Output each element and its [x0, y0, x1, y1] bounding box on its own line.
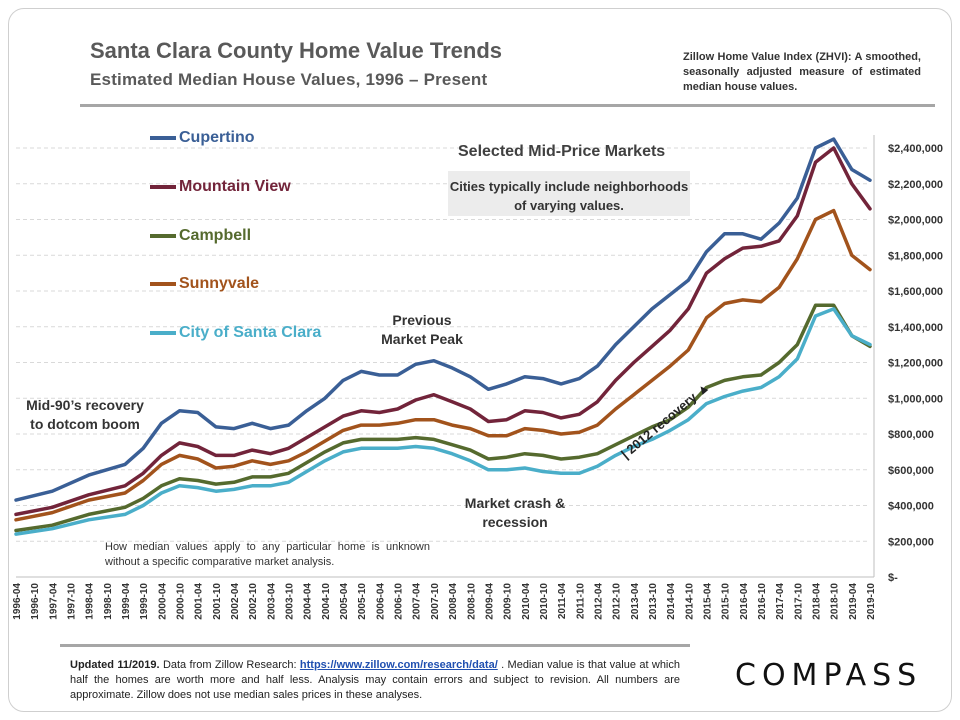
x-tick-label: 2010-10 [539, 583, 550, 620]
legend-item-mountain-view: Mountain View [150, 178, 291, 196]
x-tick-label: 2017-04 [775, 583, 786, 620]
x-tick-label: 2003-10 [285, 583, 296, 620]
series-line-cupertino [14, 137, 872, 502]
x-tick-label: 2004-04 [303, 583, 314, 620]
x-tick-label: 2001-10 [212, 583, 223, 620]
x-tick-label: 2010-04 [521, 583, 532, 620]
y-tick-label: $1,800,000 [888, 250, 943, 262]
x-tick-label: 2016-10 [757, 583, 768, 620]
x-tick-label: 2019-04 [848, 583, 859, 620]
x-tick-label: 2007-04 [412, 583, 423, 620]
x-tick-label: 2011-10 [575, 583, 586, 620]
x-tick-label: 2002-04 [230, 583, 241, 620]
footer-divider [60, 644, 690, 647]
x-tick-label: 1997-04 [48, 583, 59, 620]
y-tick-label: $1,400,000 [888, 322, 943, 334]
zillow-research-link[interactable]: https://www.zillow.com/research/data/ [299, 659, 498, 671]
x-tick-label: 2018-04 [811, 583, 822, 620]
legend-label: Campbell [179, 227, 252, 244]
legend-label: Sunnyvale [179, 275, 260, 292]
mid-price-title: Selected Mid-Price Markets [458, 143, 666, 160]
series-line-mountain-view [14, 146, 872, 517]
x-tick-label: 2017-10 [793, 583, 804, 620]
series-line-city-of-santa-clara [14, 307, 872, 536]
x-tick-label: 2000-04 [157, 583, 168, 620]
x-tick-label: 2009-04 [484, 583, 495, 620]
x-tick-label: 1996-04 [12, 583, 23, 620]
footer-updated: Updated 11/2019. [70, 659, 160, 671]
x-tick-label: 2002-10 [248, 583, 259, 620]
legend-swatch [150, 331, 176, 335]
y-tick-label: $- [888, 572, 898, 584]
y-tick-label: $2,000,000 [888, 215, 943, 227]
x-tick-label: 2014-10 [684, 583, 695, 620]
annotation-previous-peak: Previous Market Peak [381, 312, 463, 347]
legend-swatch [150, 234, 176, 238]
x-tick-label: 2019-10 [866, 583, 877, 620]
y-tick-label: $1,200,000 [888, 358, 943, 370]
annotation-crash: Market crash & recession [464, 495, 566, 530]
x-tick-label: 1998-04 [85, 583, 96, 620]
x-tick-label: 1997-10 [67, 583, 78, 620]
x-tick-label: 2000-10 [176, 583, 187, 620]
x-tick-label: 2009-10 [503, 583, 514, 620]
x-tick-label: 1998-10 [103, 583, 114, 620]
x-tick-label: 2008-10 [466, 583, 477, 620]
x-tick-label: 2015-04 [702, 583, 713, 620]
x-tick-label: 2012-10 [612, 583, 623, 620]
x-tick-label: 2016-04 [739, 583, 750, 620]
x-tick-label: 2007-10 [430, 583, 441, 620]
x-tick-label: 2013-10 [648, 583, 659, 620]
footer-text-2: . Median value is that value at which ha… [70, 659, 680, 701]
y-tick-label: $1,600,000 [888, 286, 943, 298]
series-line-sunnyvale [14, 208, 872, 522]
x-tick-label: 2012-04 [593, 583, 604, 620]
zhvi-note: Zillow Home Value Index (ZHVI): A smooth… [683, 51, 921, 93]
x-tick-label: 2005-04 [339, 583, 350, 620]
x-tick-label: 2006-10 [394, 583, 405, 620]
title-divider [80, 104, 935, 107]
x-tick-label: 2013-04 [630, 583, 641, 620]
legend-swatch [150, 282, 176, 286]
x-tick-label: 2008-04 [448, 583, 459, 620]
chart-subtitle: Estimated Median House Values, 1996 – Pr… [90, 70, 488, 89]
x-tick-label: 2004-10 [321, 583, 332, 620]
cities-note: Cities typically include neighborhoods o… [448, 171, 690, 216]
y-tick-label: $2,400,000 [888, 143, 943, 155]
footer-text-1: Data from Zillow Research: [159, 659, 300, 671]
y-tick-label: $600,000 [888, 465, 934, 477]
legend-label: City of Santa Clara [179, 324, 322, 341]
legend-item-cupertino: Cupertino [150, 129, 255, 147]
y-tick-label: $2,200,000 [888, 179, 943, 191]
x-tick-label: 2014-04 [666, 583, 677, 620]
x-tick-label: 2005-10 [357, 583, 368, 620]
x-tick-label: 2011-04 [557, 583, 568, 620]
y-tick-label: $1,000,000 [888, 393, 943, 405]
x-tick-label: 2001-04 [194, 583, 205, 620]
x-tick-label: 1999-10 [139, 583, 150, 620]
x-tick-label: 1996-10 [30, 583, 41, 620]
x-tick-label: 2015-10 [721, 583, 732, 620]
chart-title: Santa Clara County Home Value Trends [90, 38, 503, 63]
legend-swatch [150, 136, 176, 140]
home-value-note: How median values apply to any particula… [105, 541, 430, 568]
x-tick-label: 1999-04 [121, 583, 132, 620]
legend-swatch [150, 185, 176, 189]
x-tick-label: 2018-10 [830, 583, 841, 620]
legend-item-santa-clara: City of Santa Clara [150, 324, 321, 342]
annotation-mid90s: Mid-90’s recovery to dotcom boom [26, 397, 144, 432]
y-tick-label: $200,000 [888, 536, 934, 548]
y-tick-label: $400,000 [888, 501, 934, 513]
legend-label: Mountain View [179, 178, 291, 195]
x-tick-label: 2006-04 [375, 583, 386, 620]
y-tick-label: $800,000 [888, 429, 934, 441]
compass-logo: COMPASS [735, 658, 923, 693]
footer-text: Updated 11/2019. Data from Zillow Resear… [70, 658, 680, 703]
legend-item-campbell: Campbell [150, 227, 251, 245]
x-tick-label: 2003-04 [266, 583, 277, 620]
series-line-campbell [14, 303, 872, 533]
legend-item-sunnyvale: Sunnyvale [150, 275, 259, 293]
legend-label: Cupertino [179, 129, 255, 146]
